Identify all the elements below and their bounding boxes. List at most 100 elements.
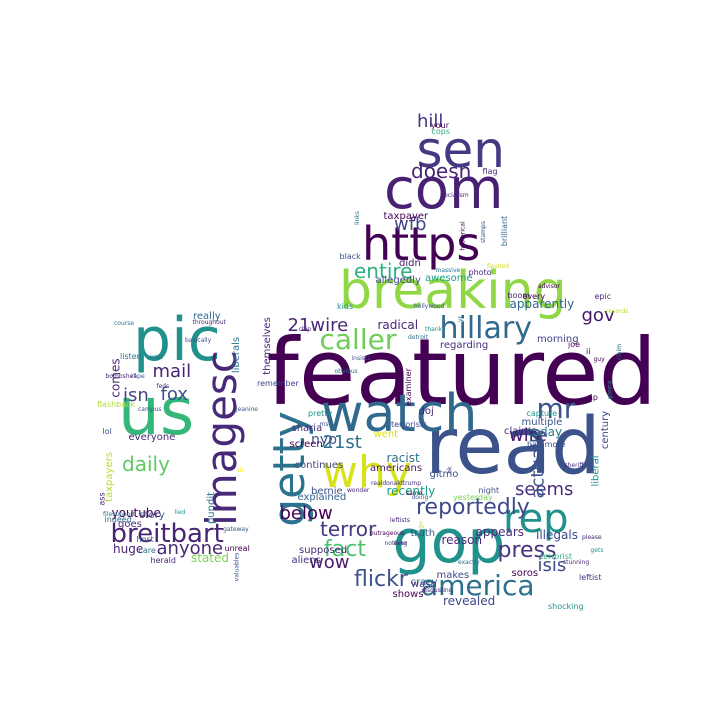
word-black: black [339,252,361,261]
word-please: please [582,534,602,541]
word-disgusting: disgusting [421,587,453,594]
word-outrageous: outrageous [370,530,405,537]
word-herald: herald [150,556,176,565]
word-america: america [421,569,535,602]
word-appears: appears [475,525,525,539]
word-flashed: flashed [487,263,509,270]
word-baltimore: baltimore [527,440,566,449]
word-socialism: socialism [441,192,469,199]
word-gop: gop [392,507,506,577]
word-went: went [373,429,399,440]
word-every: every [522,292,546,301]
word-read: read [425,402,601,492]
word-thanks: thanks [425,326,446,333]
word-really: really [193,311,221,322]
word-everyone: everyone [128,432,176,443]
word-chip: chip [298,326,312,333]
word-fox: fox [160,384,188,405]
word-breaking: breaking [339,261,567,321]
word-hysterical: hysterical [459,221,467,251]
word-21wire: 21wire [287,315,349,336]
word-ii: ii [586,347,591,356]
word-nyp: nyp [311,432,338,448]
word-mail: mail [152,361,192,382]
word-links: links [353,211,361,225]
word-revealed: revealed [443,594,496,608]
word-terror: terror [320,517,377,541]
word-filesupport: filesupport [103,511,136,518]
word-stated: stated [191,551,230,565]
word-massive: massive [435,267,461,274]
word-doing: doing [411,494,429,501]
word-continues: continues [294,460,344,471]
word-host: host [136,535,154,544]
word-rape: rape [131,373,145,380]
word-gonna: gonna [605,380,613,400]
word-anyone: anyone [156,538,224,559]
word-claims: claims [504,426,537,437]
word-bombshell: bombshell [105,373,137,380]
word-shows: shows [392,589,424,600]
word-gets: gets [590,547,604,554]
word-intel: intel [149,354,163,361]
word-listen: listen [120,352,142,361]
word-basically: basically [185,337,212,344]
word-remember: remember [257,379,299,388]
word-flashback: flashback [97,400,136,409]
word-obvious: obvious [334,368,358,375]
word-boom: boom [507,291,531,300]
word-truth: truth [410,528,436,539]
word-soros: soros [511,568,539,579]
word-realdonaldtrump: realdonaldtrump [371,480,422,487]
word-wfb: wfb [394,214,427,235]
word-explained: explained [297,492,347,503]
word-night: night [478,486,500,495]
word-pundit: pundit [206,491,218,525]
word-guy: guy [593,356,605,363]
word-advisor: advisor [538,283,560,290]
word-didn: didn [399,258,421,269]
word-hollywood: hollywood [414,303,445,310]
word-flag: flag [482,167,498,176]
word-lied: lied [174,509,186,516]
word-examiner: examiner [403,368,413,406]
word-photo: photo [468,268,492,277]
word-why: why [322,447,412,498]
word-gitmo: gitmo [429,469,459,480]
word-epic: epic [594,292,612,301]
word-youtube: youtube [111,506,161,520]
word-jeanine: jeanine [236,406,258,413]
word-shocking: shocking [548,602,584,611]
word-flickr: flickr [354,567,408,592]
word-recently: recently [386,484,436,498]
word-sen: sen [416,121,506,179]
word-illegals: illegals [536,528,578,542]
word-ass: ass [97,492,107,506]
word-caller: caller [319,323,397,356]
word-stunning: stunning [563,559,590,566]
word-ap: ap [588,393,598,402]
word-featured: featured [266,319,658,426]
word-pic: pic [133,305,221,375]
word-entire: entire [354,259,413,283]
word-regarding: regarding [440,340,489,351]
word-press: press [497,538,557,563]
word-nothing: nothing [384,540,408,547]
word-detroit: detroit [408,334,428,341]
word-hill: hill [417,111,444,132]
word-gov: gov [581,305,615,326]
word-terrorist: terrorist [540,552,573,561]
word-dc: dc [237,467,245,474]
word-terrorists: terrorists [391,420,428,429]
word-sheriff: sheriff [564,462,584,469]
word-isn: isn [123,385,149,406]
word-goes: goes [118,519,142,530]
word-pretty: pretty [308,409,333,418]
word-radical: radical [377,318,419,332]
word-records: records [606,308,629,315]
word-huge: huge [113,542,144,556]
word-gateway: gateway [223,526,249,533]
word-wire: wire [509,425,547,446]
word-throughout: throughout [192,319,226,326]
